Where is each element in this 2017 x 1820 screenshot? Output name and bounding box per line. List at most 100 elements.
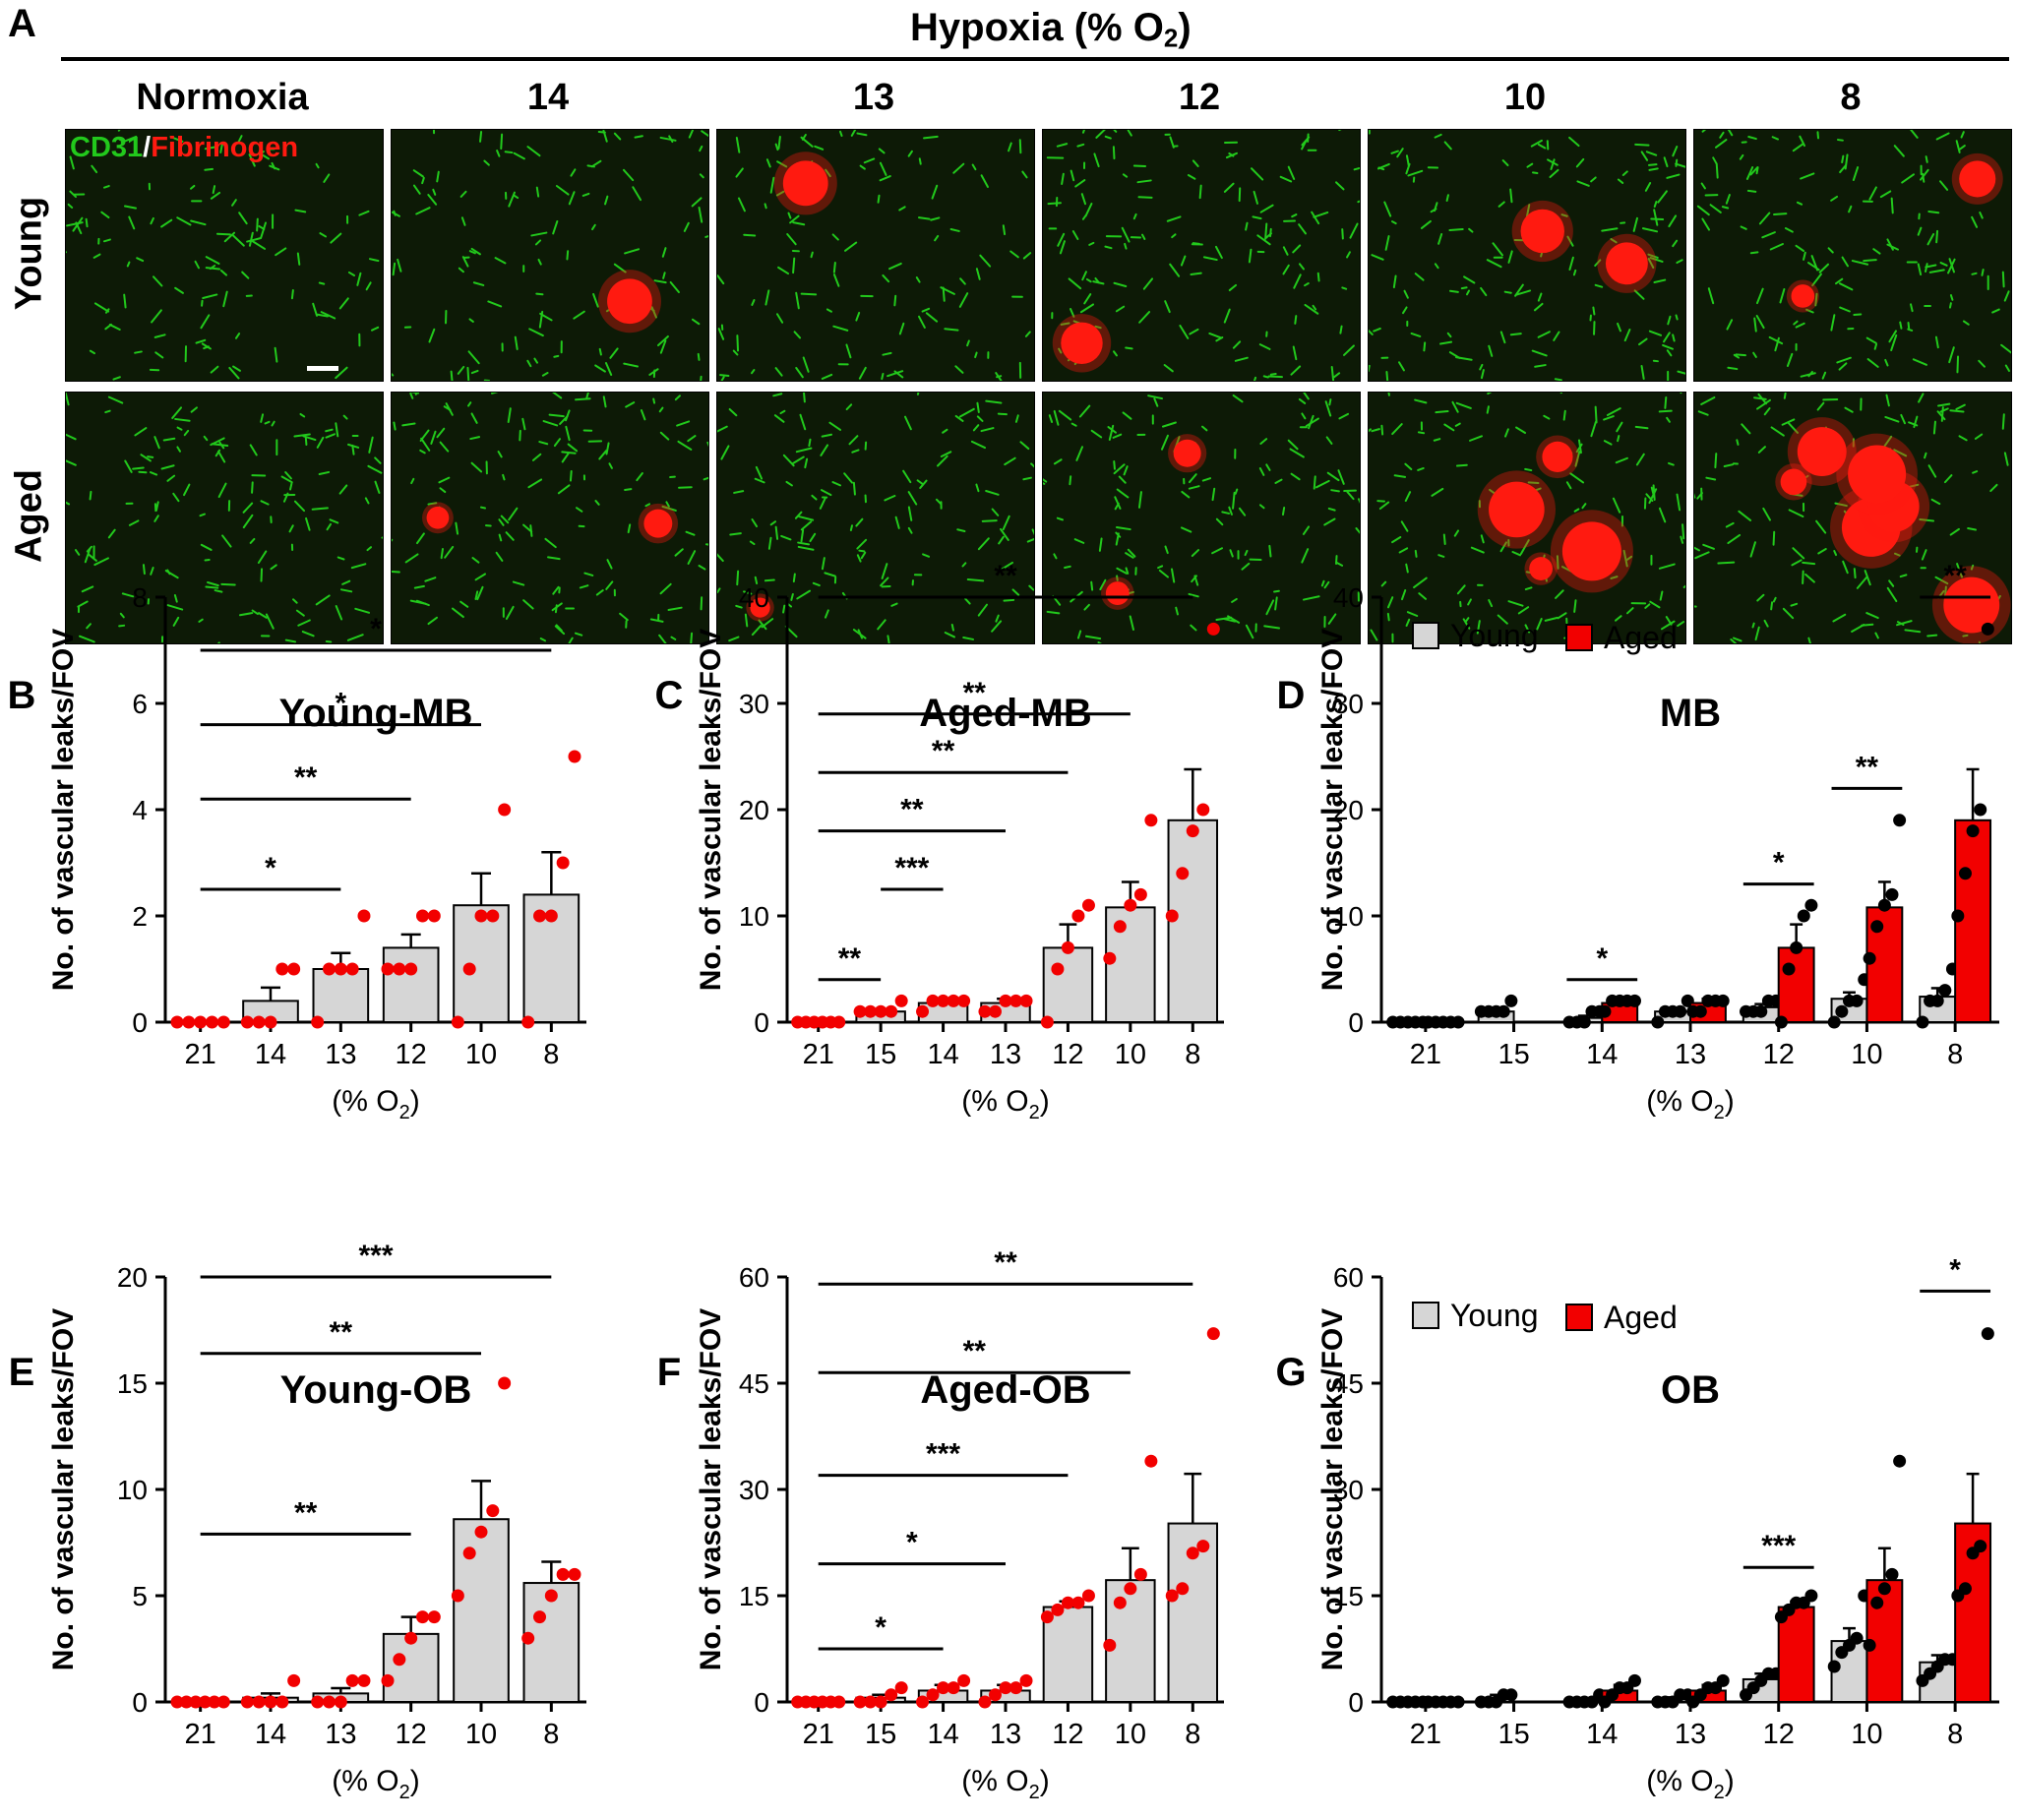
vessel-mark	[72, 216, 84, 232]
data-point	[1782, 962, 1796, 976]
vessel-mark	[153, 334, 166, 338]
vessel-mark	[632, 186, 642, 202]
vessel-mark	[483, 159, 490, 166]
vessel-mark	[466, 366, 470, 381]
vessel-mark	[1900, 413, 1907, 425]
micrograph-image	[717, 393, 1034, 643]
vessel-mark	[498, 518, 505, 526]
vessel-mark	[1745, 166, 1754, 180]
micrograph-image	[1043, 393, 1360, 643]
vessel-mark	[356, 272, 362, 286]
vessel-mark	[472, 281, 485, 286]
vessel-mark	[123, 293, 127, 309]
vessel-mark	[1112, 433, 1123, 439]
vessel-mark	[136, 257, 145, 263]
vessel-mark	[1886, 586, 1898, 603]
significance-label: **	[294, 1496, 318, 1529]
x-tick-label: 10	[1851, 1039, 1882, 1070]
vessel-mark	[527, 478, 543, 489]
vessel-mark	[216, 450, 226, 463]
vessel-mark	[1413, 576, 1428, 589]
y-tick-label: 60	[739, 1262, 769, 1293]
vessel-mark	[659, 339, 667, 354]
vessel-mark	[1259, 204, 1274, 213]
vessel-mark	[751, 518, 759, 528]
vessel-mark	[176, 426, 183, 431]
micrograph-tile	[1693, 129, 2012, 382]
vessel-mark	[409, 393, 414, 399]
vessel-mark	[297, 619, 311, 627]
vessel-mark	[2001, 271, 2005, 288]
vessel-mark	[706, 441, 708, 448]
vessel-mark	[1807, 637, 1811, 643]
vessel-mark	[1479, 363, 1484, 371]
vessel-mark	[1137, 491, 1142, 509]
vessel-mark	[971, 163, 977, 171]
vessel-mark	[256, 217, 259, 232]
vessel-mark	[1802, 561, 1816, 566]
chart-title: Young-MB	[279, 692, 473, 735]
vessel-mark	[1707, 287, 1715, 305]
vessel-mark	[935, 498, 943, 506]
vessel-mark	[1448, 289, 1459, 293]
vessel-mark	[1414, 273, 1425, 281]
data-point	[568, 1567, 581, 1581]
vessel-mark	[918, 315, 926, 329]
vessel-mark	[1022, 252, 1032, 260]
data-point	[947, 1681, 960, 1695]
data-point	[334, 1695, 347, 1709]
vessel-mark	[751, 625, 763, 637]
data-point	[393, 1653, 406, 1667]
vessel-mark	[468, 318, 474, 323]
vessel-mark	[1083, 603, 1090, 611]
vessel-mark	[505, 605, 515, 621]
vessel-mark	[1405, 563, 1409, 574]
vessel-mark	[959, 277, 966, 285]
vessel-mark	[886, 635, 890, 643]
vessel-mark	[1164, 545, 1169, 555]
vessel-mark	[1576, 180, 1590, 187]
vessel-mark	[882, 351, 892, 356]
column-header: Normoxia	[136, 77, 309, 118]
vessel-mark	[1327, 613, 1337, 625]
vessel-mark	[1757, 446, 1766, 454]
vessel-mark	[1675, 162, 1685, 168]
vessel-mark	[735, 167, 744, 178]
vessel-mark	[1115, 526, 1131, 531]
vessel-mark	[1301, 412, 1307, 420]
vessel-mark	[502, 473, 506, 481]
vessel-mark	[1059, 240, 1066, 255]
data-point	[1186, 824, 1199, 838]
vessel-mark	[1053, 458, 1063, 465]
vessel-mark	[126, 261, 131, 268]
vessel-mark	[335, 605, 343, 621]
vessel-mark	[2003, 452, 2009, 466]
vessel-mark	[251, 609, 259, 616]
vessel-mark	[1292, 345, 1298, 361]
vessel-mark	[1442, 533, 1446, 545]
vessel-mark	[977, 603, 988, 617]
vessel-mark	[1108, 424, 1115, 442]
vessel-mark	[1252, 215, 1262, 220]
vessel-mark	[691, 197, 703, 208]
vessel-mark	[1349, 222, 1359, 239]
significance-label: *	[875, 1611, 886, 1644]
vessel-mark	[93, 557, 109, 567]
x-tick-label: 14	[927, 1039, 958, 1070]
y-axis-label: No. of vascular leaks/FOV	[695, 1308, 727, 1670]
vessel-mark	[1434, 202, 1438, 212]
vessel-mark	[154, 351, 164, 359]
vessel-mark	[457, 365, 465, 375]
vessel-mark	[700, 596, 703, 611]
vessel-mark	[624, 248, 641, 255]
vessel-mark	[859, 164, 866, 170]
vessel-mark	[1371, 428, 1380, 433]
data-point	[999, 1681, 1012, 1695]
vessel-mark	[1832, 613, 1847, 623]
vessel-mark	[1816, 131, 1820, 140]
vessel-mark	[1228, 283, 1238, 292]
vessel-mark	[569, 469, 573, 482]
vessel-mark	[260, 221, 268, 239]
vessel-mark	[1323, 580, 1330, 589]
data-point	[1176, 867, 1190, 880]
